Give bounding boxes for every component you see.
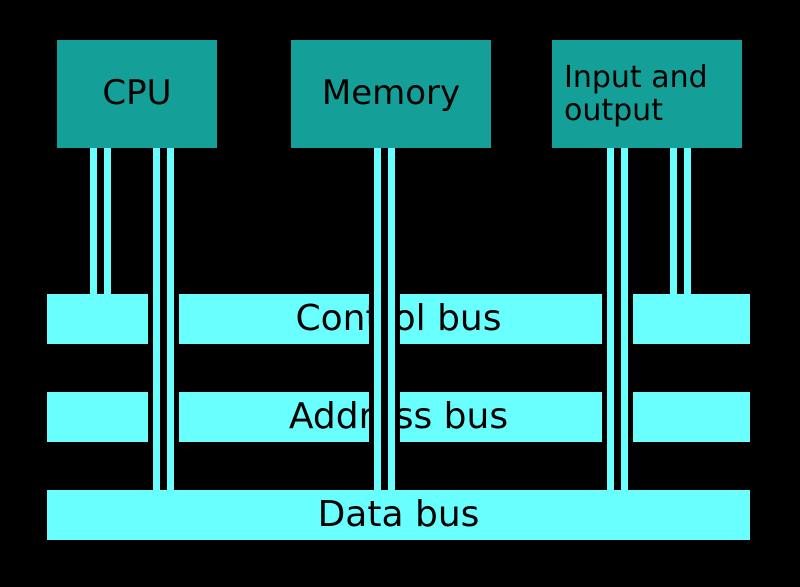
cpu-left-connector bbox=[90, 148, 111, 294]
cpu-box: CPU bbox=[57, 40, 217, 148]
io-label: Input and output bbox=[552, 61, 742, 127]
memory-label: Memory bbox=[322, 75, 460, 112]
io-box: Input and output bbox=[552, 40, 742, 148]
data-bus: Data bus bbox=[47, 490, 750, 540]
cpu-label: CPU bbox=[102, 75, 171, 112]
io-right-connector bbox=[670, 148, 691, 294]
memory-box: Memory bbox=[291, 40, 491, 148]
data-bus-label: Data bus bbox=[318, 495, 480, 535]
